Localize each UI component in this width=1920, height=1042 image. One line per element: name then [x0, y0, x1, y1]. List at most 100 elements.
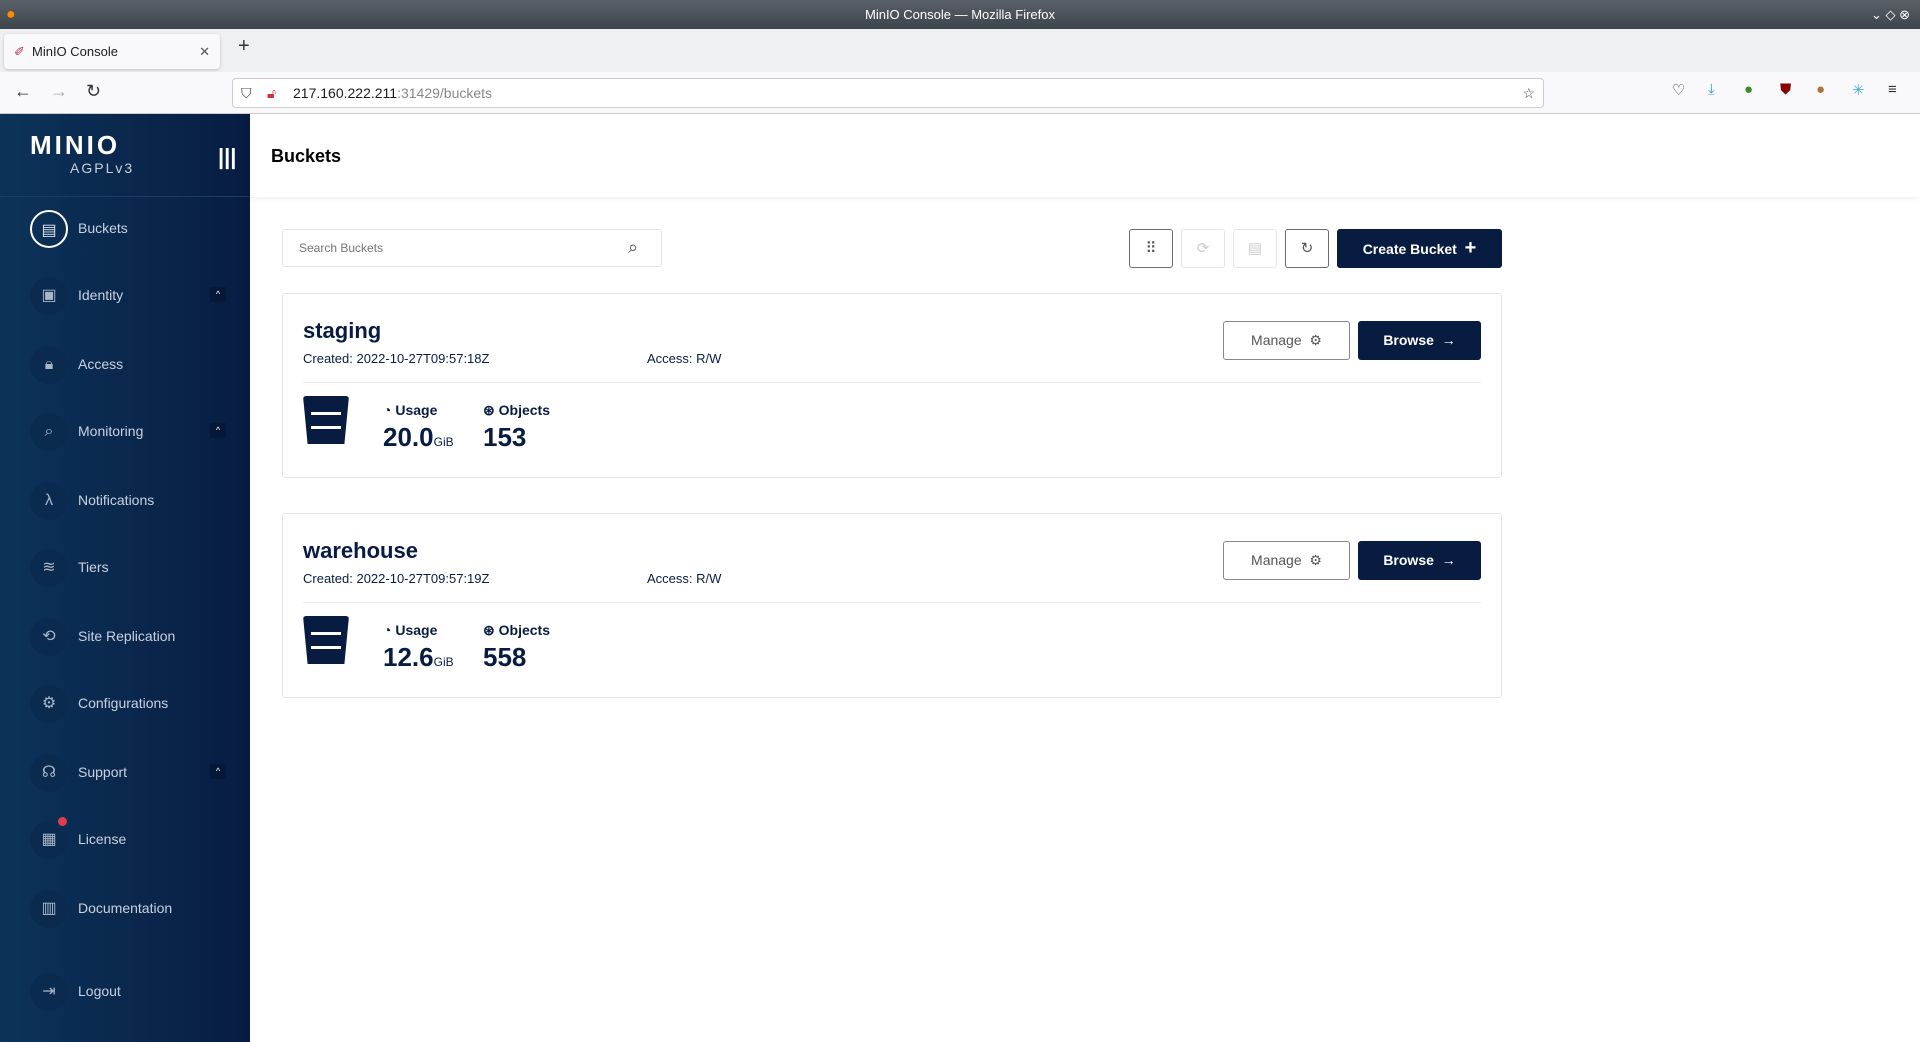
lock-icon: 🔒︎ [30, 346, 68, 384]
sidebar-item-label: Monitoring [78, 423, 144, 439]
sidebar-item-buckets[interactable]: ▤ Buckets [0, 204, 250, 254]
bucket-name[interactable]: warehouse [303, 538, 418, 563]
usage-value: 12.6GiB [383, 642, 454, 673]
divider [303, 602, 1481, 603]
sidebar-item-access[interactable]: 🔒︎ Access [0, 340, 250, 390]
bookmark-star-icon[interactable]: ☆ [1522, 85, 1535, 101]
id-card-icon: ▣ [30, 277, 68, 315]
logout-icon: ⇥ [30, 973, 68, 1011]
tab-minio-console[interactable]: ✐ MinIO Console ✕ [4, 34, 220, 69]
shield-icon: ⛉ [241, 85, 252, 101]
bucket-card: staging Created: 2022-10-27T09:57:18Z Ac… [282, 293, 1502, 478]
bucket-created: Created: 2022-10-27T09:57:18Z [303, 351, 490, 366]
document-icon: ▥ [30, 890, 68, 928]
sidebar-item-label: Configurations [78, 695, 169, 711]
usage-label: ◔ Usage [383, 402, 437, 418]
sidebar-item-label: Identity [78, 287, 124, 303]
sidebar-item-label: Notifications [78, 492, 155, 508]
sidebar-item-label: Access [78, 356, 124, 372]
create-bucket-button[interactable]: Create Bucket + [1337, 229, 1502, 268]
divider [0, 196, 250, 197]
sidebar-item-label: Buckets [78, 220, 128, 236]
pie-chart-icon: ◔ [383, 622, 392, 638]
window-controls[interactable]: ⌄ ◇ ⊗ [1870, 7, 1910, 22]
gear-icon: ⚙ [1309, 332, 1322, 348]
window-titlebar: MinIO Console — Mozilla Firefox ● ⌄ ◇ ⊗ [0, 0, 1920, 29]
cookie-icon[interactable]: ● [1816, 81, 1826, 98]
forward-button[interactable]: → [50, 81, 68, 101]
bucket-icon: ▤ [30, 210, 68, 248]
sidebar-item-label: License [78, 831, 127, 847]
extension-icon[interactable]: ● [1744, 81, 1754, 98]
page-title: Buckets [271, 146, 342, 166]
tab-title: MinIO Console [32, 44, 118, 59]
sidebar-item-notifications[interactable]: λ Notifications [0, 476, 250, 526]
sidebar-item-logout[interactable]: ⇥ Logout [0, 967, 250, 1017]
sidebar-item-identity[interactable]: ▣ Identity ^ [0, 271, 250, 321]
grid-view-button[interactable]: ⠿ [1129, 229, 1173, 268]
sidebar-item-support[interactable]: ☊ Support ^ [0, 748, 250, 798]
notification-dot [58, 817, 67, 826]
layers-icon: ≋ [30, 549, 68, 587]
usage-label-text: Usage [395, 402, 438, 418]
objects-label-text: Objects [498, 402, 550, 418]
manage-button[interactable]: Manage ⚙ [1223, 321, 1350, 360]
url-path: :31429/buckets [397, 85, 493, 101]
monitoring-icon: ⌕ [30, 413, 68, 451]
url-bar[interactable]: ⛉ 🔓︎ 217.160.222.211:31429/buckets ☆ [232, 78, 1544, 108]
ublock-icon[interactable]: ⛊ [1780, 81, 1792, 98]
back-button[interactable]: ← [14, 81, 32, 101]
lambda-icon: λ [30, 482, 68, 520]
usage-value: 20.0GiB [383, 422, 454, 453]
replication-icon: ⟲ [30, 618, 68, 656]
objects-label: ⊛ Objects [483, 402, 550, 419]
minio-favicon-icon: ✐ [14, 44, 25, 59]
asterisk-extension-icon[interactable]: ✳ [1852, 82, 1865, 99]
pocket-icon[interactable]: ♡ [1672, 82, 1686, 99]
sidebar-item-site-replication[interactable]: ⟲ Site Replication [0, 612, 250, 662]
sidebar-item-configurations[interactable]: ⚙ Configurations [0, 679, 250, 729]
buckets-icon: ▤ [1247, 240, 1263, 257]
plus-icon: + [1464, 237, 1477, 259]
new-tab-button[interactable]: + [238, 35, 250, 57]
reload-button[interactable]: ↻ [86, 81, 102, 101]
refresh-icon: ↻ [1300, 240, 1314, 257]
bucket-access: Access: R/W [647, 351, 722, 366]
window-title: MinIO Console — Mozilla Firefox [865, 7, 1055, 22]
browse-button[interactable]: Browse → [1358, 541, 1481, 580]
menu-icon[interactable]: ≡ [1888, 81, 1897, 98]
objects-label: ⊛ Objects [483, 622, 550, 639]
support-icon: ☊ [30, 754, 68, 792]
minio-logo: MINIO [30, 130, 121, 160]
arrow-right-icon: → [1441, 332, 1456, 348]
refresh-button[interactable]: ↻ [1285, 229, 1329, 268]
chevron-up-icon[interactable]: ^ [210, 423, 226, 438]
chevron-up-icon[interactable]: ^ [210, 764, 226, 779]
sidebar-item-monitoring[interactable]: ⌕ Monitoring ^ [0, 407, 250, 457]
usage-unit: GiB [433, 435, 454, 449]
objects-label-text: Objects [498, 622, 550, 638]
sidebar-item-tiers[interactable]: ≋ Tiers [0, 543, 250, 593]
replication-button[interactable]: ⟳ [1181, 229, 1225, 268]
gear-icon: ⚙ [30, 685, 68, 723]
page-header: Buckets [250, 114, 1920, 197]
url-host: 217.160.222.211 [293, 85, 398, 101]
sidebar-item-license[interactable]: ▦ License [0, 815, 250, 865]
license-label: AGPLv3 [70, 160, 135, 176]
sidebar-item-label: Tiers [78, 559, 109, 575]
sidebar: MINIO AGPLv3 ||| ▤ Buckets ▣ Identity ^ … [0, 114, 250, 1042]
create-bucket-label: Create Bucket [1362, 241, 1457, 257]
sidebar-item-label: Documentation [78, 900, 173, 916]
bucket-card: warehouse Created: 2022-10-27T09:57:19Z … [282, 513, 1502, 698]
bucket-name[interactable]: staging [303, 318, 382, 343]
download-icon[interactable]: ⤓ [1708, 81, 1715, 98]
browse-button[interactable]: Browse → [1358, 321, 1481, 360]
collapse-sidebar-button[interactable]: ||| [218, 144, 237, 169]
search-buckets-input[interactable] [282, 229, 662, 267]
multi-bucket-button[interactable]: ▤ [1233, 229, 1277, 268]
manage-button[interactable]: Manage ⚙ [1223, 541, 1350, 580]
objects-icon: ⊛ [483, 402, 495, 418]
close-tab-icon[interactable]: ✕ [199, 44, 210, 59]
chevron-up-icon[interactable]: ^ [210, 287, 226, 302]
sidebar-item-documentation[interactable]: ▥ Documentation [0, 884, 250, 934]
